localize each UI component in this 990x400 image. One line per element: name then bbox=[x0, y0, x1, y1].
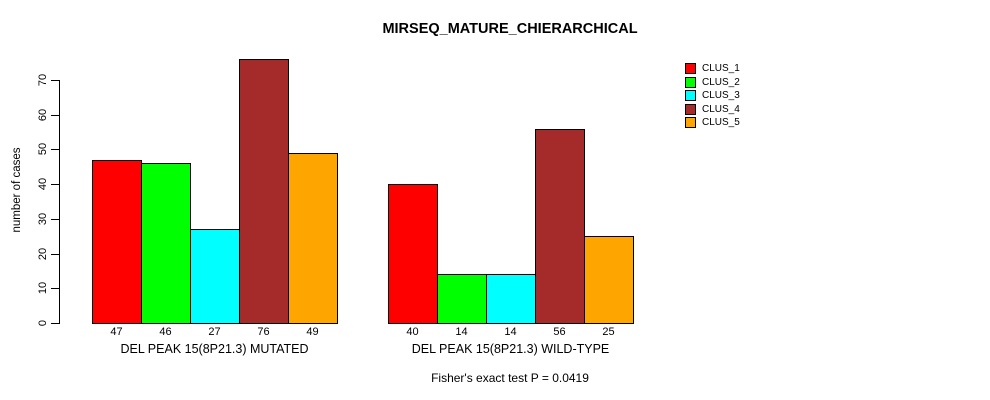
fisher-test-annotation: Fisher's exact test P = 0.0419 bbox=[431, 371, 589, 385]
bar-value-label: 27 bbox=[208, 326, 221, 338]
bar-clus_5-group1 bbox=[288, 153, 338, 324]
bar-clus_1-group1 bbox=[92, 160, 142, 324]
bar-value-label: 14 bbox=[504, 326, 517, 338]
bar-clus_5-group2 bbox=[584, 236, 634, 324]
y-tick-label-text: 10 bbox=[37, 282, 49, 295]
y-axis-title-text: number of cases bbox=[11, 147, 23, 233]
y-tick-mark bbox=[51, 80, 59, 81]
y-axis-line bbox=[59, 80, 60, 324]
bar-clus_3-group2 bbox=[486, 274, 536, 324]
y-tick-label-text: 70 bbox=[37, 73, 49, 87]
legend-label: CLUS_4 bbox=[702, 103, 740, 115]
legend-swatch bbox=[685, 103, 696, 115]
legend-swatch bbox=[685, 117, 696, 129]
y-tick-mark bbox=[51, 184, 59, 186]
bar-clus_4-group2 bbox=[535, 129, 585, 324]
legend-swatch bbox=[685, 90, 696, 102]
legend-swatch bbox=[685, 76, 696, 88]
bar-value-label: 25 bbox=[602, 326, 615, 338]
legend-label: CLUS_1 bbox=[702, 63, 740, 74]
y-tick-mark bbox=[51, 114, 59, 116]
y-tick-label-text: 40 bbox=[37, 178, 49, 191]
bar-value-label: 76 bbox=[257, 326, 270, 338]
y-tick-mark bbox=[51, 253, 59, 255]
legend-item-clus_2: CLUS_2 bbox=[685, 76, 740, 88]
y-tick-mark bbox=[51, 288, 59, 290]
bar-value-label: 49 bbox=[306, 326, 319, 338]
bar-value-label: 40 bbox=[406, 326, 419, 338]
chart-title: MIRSEQ_MATURE_CHIERARCHICAL bbox=[382, 21, 638, 37]
bar-value-label: 46 bbox=[159, 326, 172, 338]
legend-item-clus_1: CLUS_1 bbox=[685, 63, 740, 74]
bar-value-label: 14 bbox=[455, 326, 468, 338]
group-label-1: DEL PEAK 15(8P21.3) MUTATED bbox=[120, 342, 309, 356]
legend-item-clus_4: CLUS_4 bbox=[685, 103, 740, 115]
bar-clus_2-group1 bbox=[141, 163, 191, 324]
bar-clus_4-group1 bbox=[239, 59, 289, 324]
y-tick-label-text: 50 bbox=[37, 143, 49, 156]
y-tick-mark bbox=[51, 218, 59, 220]
bar-value-label: 47 bbox=[110, 326, 123, 338]
y-tick-mark bbox=[51, 149, 59, 151]
legend-label: CLUS_3 bbox=[702, 90, 740, 102]
y-tick-mark bbox=[51, 323, 59, 324]
legend-label: CLUS_2 bbox=[702, 76, 740, 88]
bar-value-label: 56 bbox=[553, 326, 566, 338]
bar-clus_1-group2 bbox=[388, 184, 438, 324]
y-tick-label-text: 60 bbox=[37, 108, 49, 121]
legend-swatch bbox=[685, 63, 696, 74]
y-tick-label-text: 30 bbox=[37, 212, 49, 225]
legend-label: CLUS_5 bbox=[702, 117, 740, 129]
group-label-2: DEL PEAK 15(8P21.3) WILD-TYPE bbox=[411, 342, 610, 356]
y-tick-label-text: 0 bbox=[37, 319, 49, 327]
legend-item-clus_5: CLUS_5 bbox=[685, 117, 740, 129]
bar-clus_2-group2 bbox=[437, 274, 487, 324]
y-tick-label-text: 20 bbox=[37, 247, 49, 260]
bar-clus_3-group1 bbox=[190, 229, 240, 324]
legend-item-clus_3: CLUS_3 bbox=[685, 90, 740, 102]
